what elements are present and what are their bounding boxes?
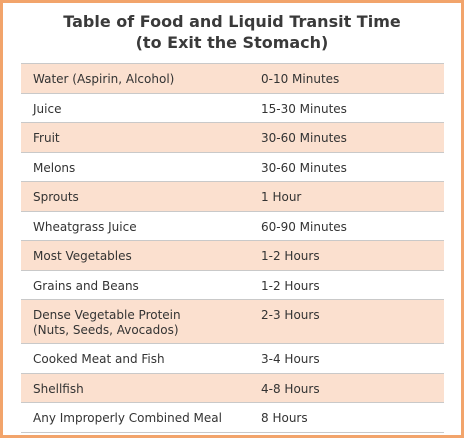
time-cell: 2-3 Hours [261, 308, 320, 322]
food-line-1: Dense Vegetable Protein [33, 308, 181, 322]
food-cell: Cooked Meat and Fish [33, 352, 165, 366]
time-cell: 30-60 Minutes [261, 131, 347, 145]
table-row: Shellfish 4-8 Hours [21, 373, 444, 403]
food-cell: Any Improperly Combined Meal [33, 411, 222, 425]
time-cell: 0-10 Minutes [261, 72, 340, 86]
time-cell: 15-30 Minutes [261, 101, 347, 116]
food-cell: Sprouts [33, 190, 79, 204]
time-cell: 1 Hour [261, 190, 302, 204]
title-line-2: (to Exit the Stomach) [135, 33, 329, 52]
food-line-2: (Nuts, Seeds, Avocados) [33, 323, 179, 337]
food-cell: Melons [33, 160, 76, 175]
food-cell: Water (Aspirin, Alcohol) [33, 72, 175, 86]
food-cell: Shellfish [33, 381, 84, 396]
table-row: Wheatgrass Juice 60-90 Minutes [21, 211, 444, 241]
table-row: Juice 15-30 Minutes [21, 93, 444, 123]
food-cell: Fruit [33, 131, 60, 145]
food-cell: Grains and Beans [33, 278, 139, 293]
time-cell: 1-2 Hours [261, 249, 320, 263]
food-cell: Juice [33, 101, 62, 116]
table-row: Dense Vegetable Protein (Nuts, Seeds, Av… [21, 300, 444, 344]
table-row: Any Improperly Combined Meal 8 Hours [21, 403, 444, 433]
time-cell: 3-4 Hours [261, 352, 320, 366]
table-row: Sprouts 1 Hour [21, 182, 444, 212]
time-cell: 4-8 Hours [261, 381, 320, 396]
table-row: Water (Aspirin, Alcohol) 0-10 Minutes [21, 64, 444, 94]
time-cell: 30-60 Minutes [261, 160, 347, 175]
time-cell: 8 Hours [261, 411, 308, 425]
table-row: Cooked Meat and Fish 3-4 Hours [21, 344, 444, 374]
time-cell: 1-2 Hours [261, 278, 320, 293]
food-cell: Wheatgrass Juice [33, 219, 137, 234]
food-cell: Dense Vegetable Protein (Nuts, Seeds, Av… [33, 308, 253, 338]
time-cell: 60-90 Minutes [261, 219, 347, 234]
transit-time-table: Water (Aspirin, Alcohol) 0-10 Minutes Ju… [21, 63, 444, 433]
table-row: Melons 30-60 Minutes [21, 152, 444, 182]
table-row: Grains and Beans 1-2 Hours [21, 270, 444, 300]
title-line-1: Table of Food and Liquid Transit Time [63, 12, 401, 31]
food-cell: Most Vegetables [33, 249, 132, 263]
table-row: Fruit 30-60 Minutes [21, 123, 444, 153]
table-row: Most Vegetables 1-2 Hours [21, 241, 444, 271]
page-title: Table of Food and Liquid Transit Time (t… [3, 11, 461, 53]
